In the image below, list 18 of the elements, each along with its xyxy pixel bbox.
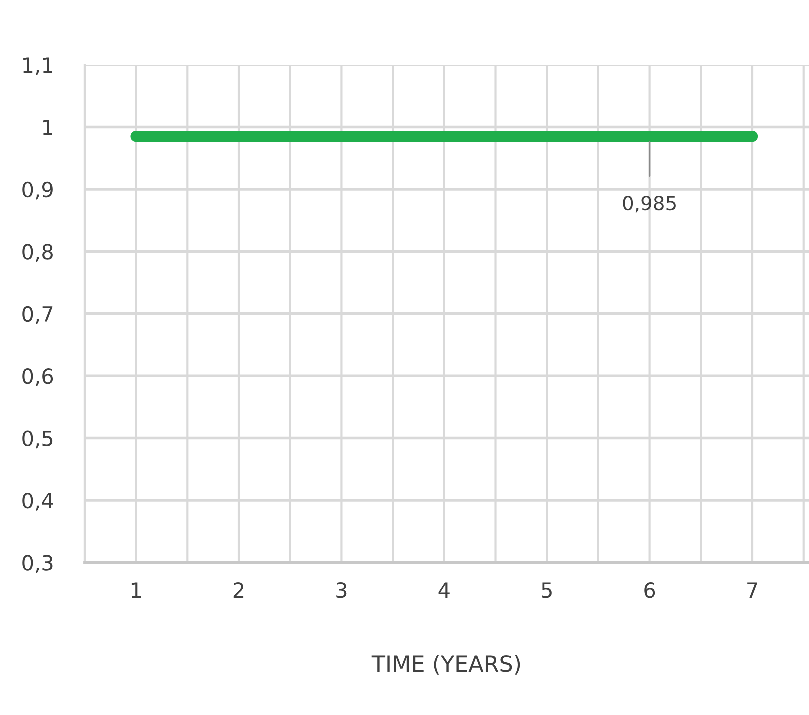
y-tick-label: 0,3 bbox=[22, 555, 53, 574]
y-tick-label: 0,9 bbox=[22, 182, 53, 200]
y-tick-label: 0,4 bbox=[22, 492, 54, 511]
x-axis-title: TIME (YEARS) bbox=[372, 655, 520, 675]
y-tick-label: 1,1 bbox=[24, 58, 52, 76]
y-tick-label: 1 bbox=[43, 120, 52, 136]
y-tick-label: 0,6 bbox=[22, 368, 54, 386]
x-tick-label: 1 bbox=[132, 582, 141, 598]
y-tick-label: 0,5 bbox=[22, 430, 53, 449]
x-tick-label: 7 bbox=[748, 582, 758, 598]
x-tick-label: 2 bbox=[234, 582, 244, 598]
y-tick-label: 0,7 bbox=[22, 306, 53, 324]
x-tick-label: 6 bbox=[644, 582, 656, 598]
x-tick-label: 4 bbox=[438, 582, 450, 598]
y-tick-label: 0,8 bbox=[22, 244, 53, 262]
data-label: 0,985 bbox=[623, 196, 676, 213]
x-tick-label: 5 bbox=[542, 582, 552, 598]
x-tick-label: 3 bbox=[336, 582, 347, 598]
